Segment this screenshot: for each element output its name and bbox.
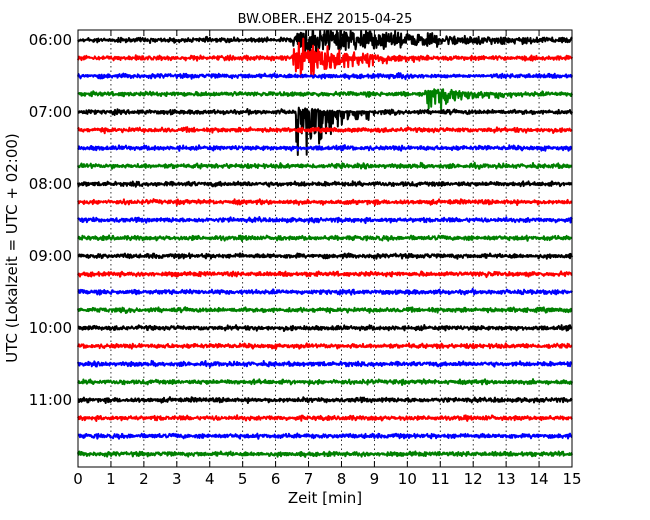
seismic-trace — [77, 432, 573, 440]
y-tick-label: 11:00 — [29, 391, 72, 409]
x-tick-label: 4 — [205, 470, 215, 488]
seismic-traces — [77, 30, 573, 458]
seismic-trace — [77, 126, 573, 135]
x-tick-label: 14 — [530, 470, 549, 488]
seismic-trace — [77, 396, 573, 404]
seismic-trace — [77, 342, 573, 350]
y-tick-label: 09:00 — [29, 247, 72, 265]
seismic-trace — [77, 378, 573, 386]
seismic-trace — [77, 144, 573, 152]
chart-title: BW.OBER..EHZ 2015-04-25 — [238, 12, 413, 27]
x-tick-label: 11 — [431, 470, 450, 488]
y-tick-label: 08:00 — [29, 175, 72, 193]
plot-frame — [77, 29, 573, 468]
seismic-trace — [77, 270, 573, 279]
seismic-trace — [77, 88, 573, 111]
seismic-trace — [77, 414, 573, 422]
seismic-trace — [77, 450, 573, 458]
y-tick-label: 07:00 — [29, 103, 72, 121]
y-axis-label: UTC (Lokalzeit = UTC + 02:00) — [3, 133, 21, 363]
seismic-trace — [77, 359, 573, 368]
x-tick-label: 7 — [304, 470, 314, 488]
seismic-trace — [77, 306, 573, 314]
x-tick-label: 13 — [497, 470, 516, 488]
x-tick-label: 12 — [464, 470, 483, 488]
seismic-trace — [77, 72, 573, 81]
seismic-trace — [77, 252, 573, 260]
x-axis-label: Zeit [min] — [288, 489, 362, 507]
x-tick-label: 1 — [106, 470, 116, 488]
seismic-trace — [77, 161, 573, 170]
x-tick-label: 2 — [139, 470, 149, 488]
seismic-trace — [77, 37, 573, 79]
axis-ticks: 0 1 2 3 4 5 6 7 8 9 10 11 12 13 14 1506:0007:0008:0009:… — [29, 30, 582, 488]
x-tick-label: 15 — [562, 470, 581, 488]
y-tick-label: 06:00 — [29, 31, 72, 49]
seismic-trace — [77, 216, 573, 225]
x-tick-label: 10 — [398, 470, 417, 488]
seismic-trace — [77, 198, 573, 207]
seismic-trace — [77, 106, 573, 156]
seismic-trace — [77, 287, 573, 296]
x-tick-label: 8 — [337, 470, 347, 488]
x-tick-label: 0 — [73, 470, 83, 488]
seismic-trace — [77, 324, 573, 332]
seismic-trace — [77, 180, 573, 188]
x-tick-label: 3 — [172, 470, 182, 488]
x-tick-label: 9 — [370, 470, 380, 488]
x-tick-label: 5 — [238, 470, 248, 488]
seismic-trace — [77, 30, 573, 60]
x-tick-label: 6 — [271, 470, 281, 488]
seismic-trace — [77, 234, 573, 242]
y-tick-label: 10:00 — [29, 319, 72, 337]
